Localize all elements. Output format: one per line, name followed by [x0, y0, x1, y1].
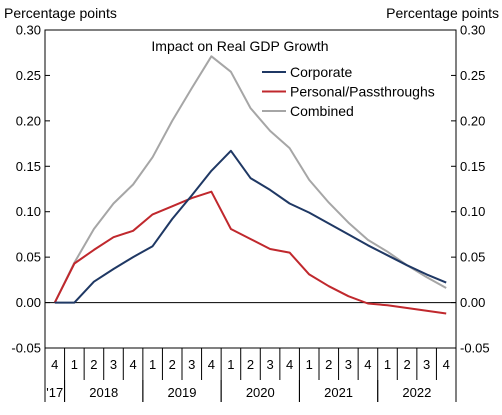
- y-tick-label-left: 0.25: [16, 68, 41, 83]
- y-tick-label-right: -0.05: [460, 341, 490, 356]
- y-tick-label-left: -0.05: [11, 341, 41, 356]
- quarter-label: 2: [90, 357, 97, 372]
- series-lines: [53, 55, 447, 315]
- quarter-label: 4: [364, 357, 371, 372]
- year-label: 2022: [402, 385, 431, 400]
- quarter-label: 1: [71, 357, 78, 372]
- quarter-label: 1: [384, 357, 391, 372]
- year-label: 2020: [246, 385, 275, 400]
- plot-frame: [44, 29, 457, 349]
- y-axis-unit-right: Percentage points: [386, 5, 499, 21]
- quarter-label: 4: [51, 357, 58, 372]
- quarter-label: 4: [286, 357, 293, 372]
- y-tick-label-left: 0.00: [16, 295, 41, 310]
- y-tick-label-left: 0.20: [16, 113, 41, 128]
- chart-title: Impact on Real GDP Growth: [151, 38, 328, 54]
- y-tick-label-right: 0.00: [460, 295, 485, 310]
- y-axis-unit-left: Percentage points: [4, 5, 117, 21]
- plot-border: [44, 29, 457, 349]
- quarter-label: 2: [169, 357, 176, 372]
- legend-label: Personal/Passthroughs: [290, 84, 435, 100]
- legend: Corporate Personal/Passthroughs Combined: [262, 64, 435, 119]
- quarter-label: 4: [443, 357, 450, 372]
- quarter-label: 3: [110, 357, 117, 372]
- y-tick-label-left: 0.30: [16, 23, 41, 38]
- year-label: 2018: [89, 385, 118, 400]
- year-label: 2021: [324, 385, 353, 400]
- year-label: '17: [46, 385, 63, 400]
- y-tick-label-right: 0.15: [460, 159, 485, 174]
- quarter-label: 1: [149, 357, 156, 372]
- y-tick-label-left: 0.10: [16, 204, 41, 219]
- quarter-label: 3: [188, 357, 195, 372]
- quarter-label: 2: [247, 357, 254, 372]
- y-tick-label-right: 0.10: [460, 204, 485, 219]
- series-line-personal-passthroughs: [53, 190, 447, 315]
- y-tick-label-left: 0.05: [16, 250, 41, 265]
- y-tick-label-right: 0.30: [460, 23, 485, 38]
- y-tick-label-right: 0.25: [460, 68, 485, 83]
- quarter-label: 1: [306, 357, 313, 372]
- x-axis: 4 1 2 3 4 1 2 3 4 1 2 3 4 1 2 3 4 1 2 3 4'17 2018 2019 2020 2021…: [44, 348, 457, 402]
- y-axes: -0.05 -0.05 0.00 0.00 0.05 0.05 0.10 0.10 0.15 0.…: [11, 23, 489, 356]
- legend-label: Corporate: [290, 64, 352, 80]
- series-line-combined: [53, 55, 447, 304]
- quarter-label: 2: [325, 357, 332, 372]
- legend-label: Combined: [290, 103, 354, 119]
- y-tick-label-left: 0.15: [16, 159, 41, 174]
- quarter-label: 4: [129, 357, 136, 372]
- quarter-label: 1: [227, 357, 234, 372]
- quarter-label: 3: [266, 357, 273, 372]
- year-label: 2019: [168, 385, 197, 400]
- series-line-corporate: [54, 149, 447, 304]
- quarter-label: 3: [345, 357, 352, 372]
- quarter-label: 3: [423, 357, 430, 372]
- quarter-label: 4: [208, 357, 215, 372]
- y-tick-label-right: 0.20: [460, 113, 485, 128]
- y-tick-label-right: 0.05: [460, 250, 485, 265]
- quarter-label: 2: [403, 357, 410, 372]
